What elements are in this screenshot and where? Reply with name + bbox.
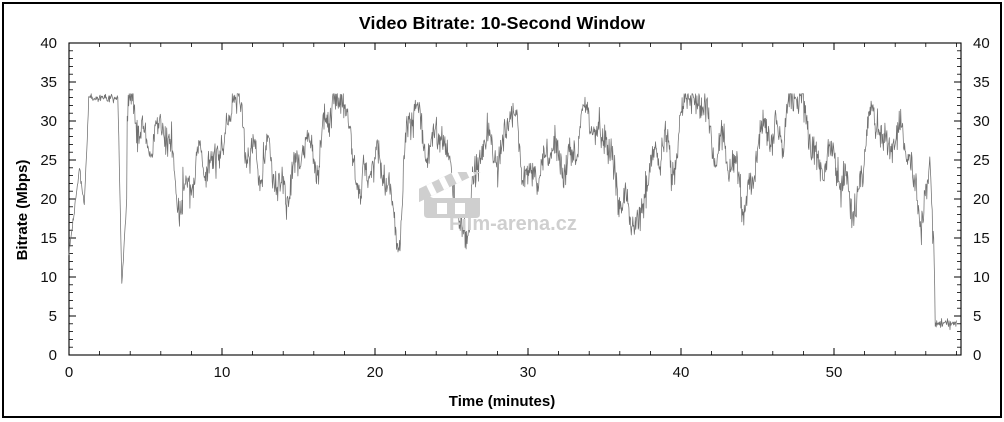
svg-text:25: 25	[973, 152, 990, 169]
svg-text:15: 15	[973, 230, 990, 247]
svg-text:40: 40	[40, 35, 57, 52]
svg-text:30: 30	[520, 364, 537, 381]
svg-text:25: 25	[40, 152, 57, 169]
svg-text:40: 40	[973, 35, 990, 52]
svg-text:0: 0	[49, 347, 57, 364]
svg-text:30: 30	[973, 113, 990, 130]
svg-text:35: 35	[40, 74, 57, 91]
svg-text:0: 0	[65, 364, 73, 381]
svg-text:15: 15	[40, 230, 57, 247]
svg-text:40: 40	[673, 364, 690, 381]
svg-text:30: 30	[40, 113, 57, 130]
svg-text:10: 10	[214, 364, 231, 381]
svg-text:20: 20	[367, 364, 384, 381]
svg-text:10: 10	[973, 269, 990, 286]
svg-text:5: 5	[49, 308, 57, 325]
svg-text:5: 5	[973, 308, 981, 325]
svg-text:50: 50	[826, 364, 843, 381]
svg-text:20: 20	[973, 191, 990, 208]
svg-text:Film-arena.cz: Film-arena.cz	[449, 213, 577, 235]
svg-text:0: 0	[973, 347, 981, 364]
svg-text:20: 20	[40, 191, 57, 208]
svg-text:35: 35	[973, 74, 990, 91]
svg-text:10: 10	[40, 269, 57, 286]
